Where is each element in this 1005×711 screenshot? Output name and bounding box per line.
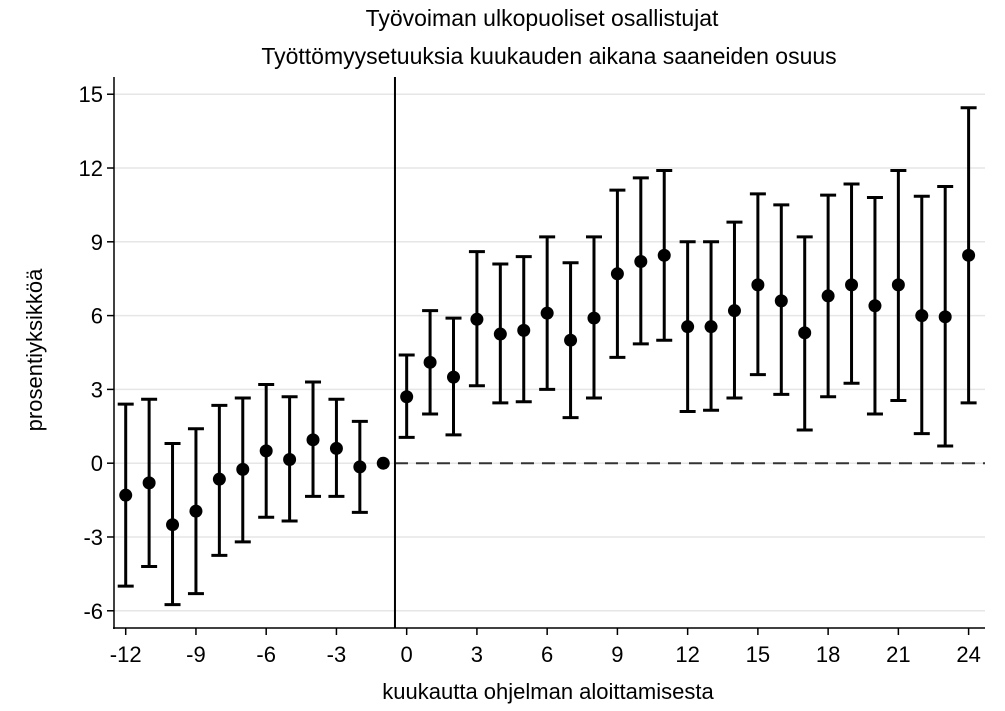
data-point bbox=[470, 312, 484, 326]
data-point bbox=[798, 326, 812, 340]
x-tick-label: 21 bbox=[886, 642, 910, 667]
data-point bbox=[891, 278, 905, 292]
data-point bbox=[564, 333, 578, 347]
data-point bbox=[704, 320, 718, 334]
data-point bbox=[634, 254, 648, 268]
x-tick-label: 0 bbox=[401, 642, 413, 667]
data-point bbox=[751, 278, 765, 292]
data-point bbox=[400, 390, 414, 404]
x-tick-label: 9 bbox=[611, 642, 623, 667]
y-axis-label: prosentiyksikköä bbox=[22, 268, 47, 431]
data-point bbox=[119, 488, 133, 502]
data-point bbox=[212, 472, 226, 486]
data-point bbox=[540, 306, 554, 320]
x-tick-label: 3 bbox=[471, 642, 483, 667]
x-tick-label: -12 bbox=[110, 642, 142, 667]
data-point bbox=[915, 309, 929, 323]
data-point bbox=[353, 460, 367, 474]
data-point bbox=[447, 370, 461, 384]
y-tick-label: 3 bbox=[91, 377, 103, 402]
data-point bbox=[821, 289, 835, 303]
y-tick-label: -6 bbox=[83, 599, 103, 624]
data-point bbox=[727, 304, 741, 318]
data-point bbox=[517, 323, 531, 337]
data-point bbox=[306, 433, 320, 447]
y-tick-label: -3 bbox=[83, 525, 103, 550]
x-tick-label: 24 bbox=[956, 642, 980, 667]
data-point bbox=[166, 518, 180, 532]
data-point bbox=[845, 278, 859, 292]
axes: -6 -3 0 3 6 9 12 15 -12 -9 -6 -3 0 3 6 9 12 15 18 21 24 bbox=[79, 77, 985, 667]
data-point bbox=[938, 310, 952, 324]
data-point bbox=[329, 441, 343, 455]
y-tick-label: 0 bbox=[91, 451, 103, 476]
data-point bbox=[681, 320, 695, 334]
x-tick-label: 12 bbox=[675, 642, 699, 667]
x-axis-label: kuukautta ohjelman aloittamisesta bbox=[382, 679, 714, 704]
y-tick-label: 12 bbox=[79, 156, 103, 181]
y-tick-label: 9 bbox=[91, 230, 103, 255]
x-tick-label: -3 bbox=[327, 642, 347, 667]
data-point bbox=[259, 444, 273, 458]
data-point bbox=[610, 267, 624, 281]
data-point bbox=[657, 248, 671, 262]
data-point bbox=[283, 453, 297, 467]
data-point bbox=[236, 462, 250, 476]
x-tick-label: 18 bbox=[816, 642, 840, 667]
data-point bbox=[868, 299, 882, 313]
x-tick-label: 15 bbox=[746, 642, 770, 667]
data-point bbox=[587, 311, 601, 325]
chart-subtitle: Työttömyysetuuksia kuukauden aikana saan… bbox=[261, 43, 836, 69]
reference-lines bbox=[393, 77, 985, 628]
data-point bbox=[774, 294, 788, 308]
chart-title: Työvoiman ulkopuoliset osallistujat bbox=[366, 5, 719, 31]
data-point bbox=[189, 504, 203, 518]
x-tick-label: -6 bbox=[256, 642, 276, 667]
grid-lines bbox=[114, 93, 985, 612]
confidence-intervals bbox=[117, 106, 977, 607]
data-point bbox=[962, 248, 976, 262]
data-point bbox=[376, 456, 390, 470]
y-tick-label: 15 bbox=[79, 82, 103, 107]
point-estimates bbox=[119, 248, 976, 532]
data-point bbox=[142, 476, 156, 490]
data-point bbox=[493, 327, 507, 341]
x-tick-label: 6 bbox=[541, 642, 553, 667]
x-tick-label: -9 bbox=[186, 642, 206, 667]
data-point bbox=[423, 355, 437, 369]
y-tick-label: 6 bbox=[91, 304, 103, 329]
